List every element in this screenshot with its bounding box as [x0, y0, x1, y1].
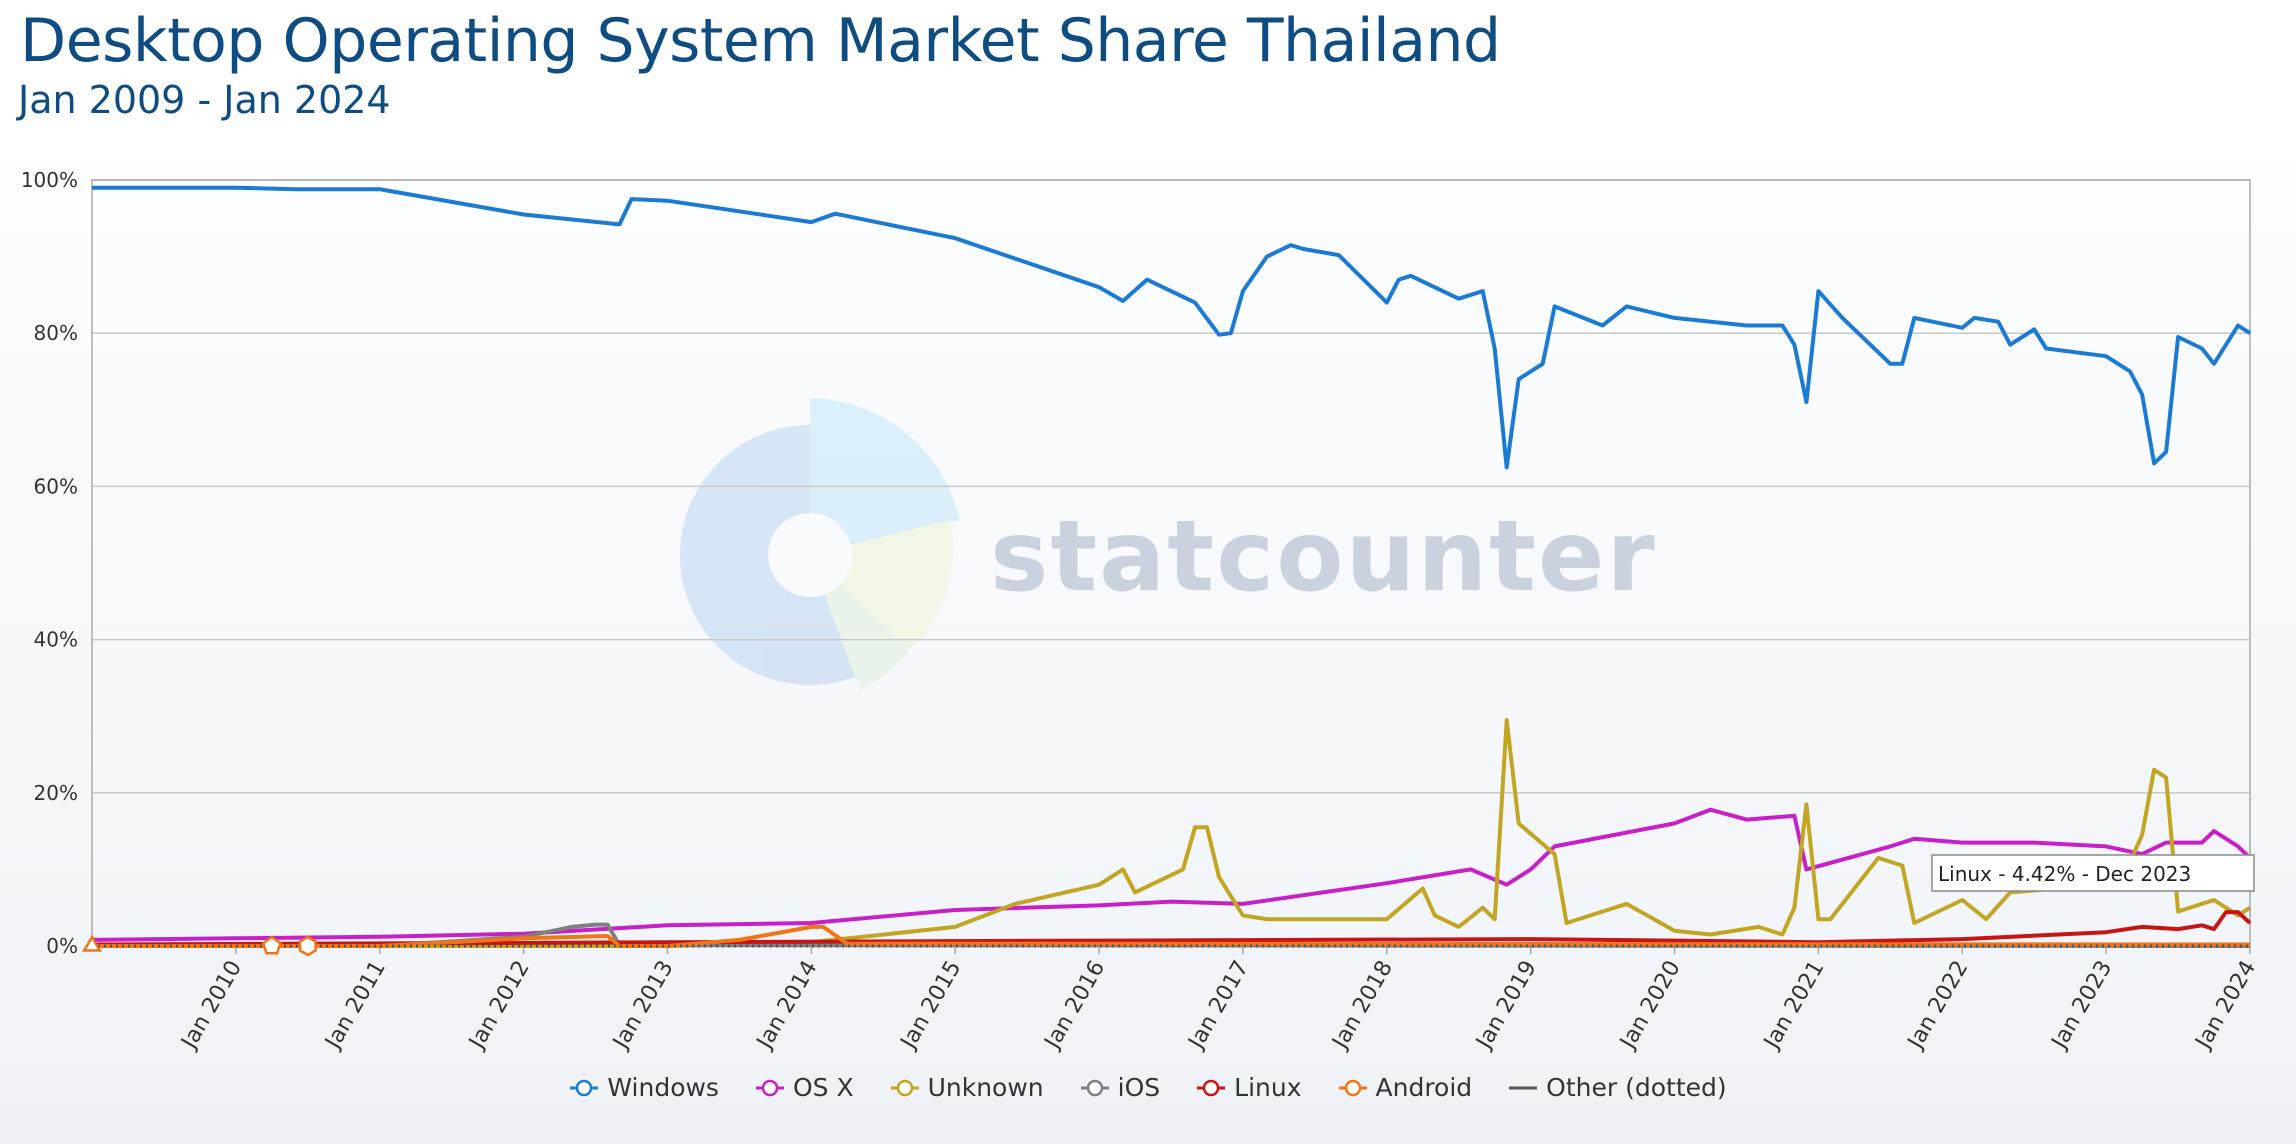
- x-tick-label: Jan 2019: [1471, 957, 1542, 1055]
- x-tick-label: Jan 2014: [751, 957, 822, 1055]
- x-tick-label: Jan 2023: [2046, 957, 2117, 1055]
- chart-legend: Windows OS X Unknown iOS Linux Android Other (…: [0, 1073, 2296, 1102]
- x-tick-label: Jan 2013: [608, 957, 679, 1055]
- x-axis-labels: Jan 2010 Jan 2011 Jan 2012 Jan 2013 Jan 2014…: [176, 946, 2261, 1055]
- watermark-text: statcounter: [990, 500, 1657, 614]
- legend-swatch-icon: [1338, 1079, 1367, 1096]
- page-title: Desktop Operating System Market Share Th…: [20, 6, 1501, 76]
- x-tick-label: Jan 2021: [1758, 957, 1829, 1055]
- x-tick-label: Jan 2017: [1183, 957, 1254, 1055]
- y-axis-labels: 0% 20% 40% 60% 80% 100%: [21, 168, 78, 958]
- legend-item-ios[interactable]: iOS: [1080, 1073, 1161, 1102]
- legend-label: Unknown: [927, 1073, 1044, 1102]
- legend-item-windows[interactable]: Windows: [569, 1073, 719, 1102]
- x-tick-label: Jan 2012: [464, 957, 535, 1055]
- statcounter-watermark: statcounter: [680, 398, 1657, 690]
- y-tick-label: 0%: [46, 934, 78, 958]
- y-tick-label: 40%: [34, 628, 78, 652]
- watermark-logo-hole: [768, 513, 852, 597]
- watermark-logo-segment-green: [810, 555, 910, 690]
- x-tick-label: Jan 2018: [1327, 957, 1398, 1055]
- chart-markers: [82, 934, 317, 957]
- legend-label: Android: [1375, 1073, 1473, 1102]
- tooltip-text: Linux - 4.42% - Dec 2023: [1938, 862, 2191, 886]
- legend-swatch-icon: [570, 1079, 599, 1096]
- watermark-logo-disc: [680, 425, 940, 685]
- x-tick-label: Jan 2020: [1615, 957, 1686, 1055]
- legend-label: iOS: [1117, 1073, 1161, 1102]
- y-tick-label: 60%: [34, 474, 78, 498]
- x-tick-label: Jan 2022: [1902, 956, 1973, 1054]
- legend-label: Linux: [1234, 1073, 1302, 1102]
- series-line-linux[interactable]: [91, 910, 2252, 947]
- legend-label: Windows: [607, 1073, 719, 1102]
- legend-item-android[interactable]: Android: [1338, 1073, 1473, 1102]
- watermark-logo-segment-cyan: [810, 398, 960, 555]
- x-tick-label: Jan 2016: [1039, 957, 1110, 1055]
- legend-label: Other (dotted): [1546, 1073, 1727, 1102]
- y-tick-label: 20%: [34, 781, 78, 805]
- y-tick-label: 100%: [21, 168, 78, 192]
- triangle-marker: [82, 934, 102, 952]
- legend-swatch-icon: [1197, 1079, 1226, 1096]
- legend-item-os-x[interactable]: OS X: [755, 1073, 854, 1102]
- legend-swatch-icon: [755, 1079, 784, 1096]
- page-subtitle: Jan 2009 - Jan 2024: [18, 78, 391, 122]
- tooltip-box: [1931, 854, 2255, 892]
- watermark-logo-segment-yellow: [810, 520, 954, 650]
- pentagon-marker: [261, 935, 282, 955]
- tooltip: Linux - 4.42% - Dec 2023: [1931, 854, 2255, 892]
- x-tick-label: Jan 2024: [2190, 957, 2261, 1055]
- legend-swatch-icon: [1509, 1086, 1538, 1089]
- legend-item-other-dotted-[interactable]: Other (dotted): [1508, 1073, 1727, 1102]
- legend-item-unknown[interactable]: Unknown: [890, 1073, 1044, 1102]
- legend-swatch-icon: [890, 1079, 919, 1096]
- series-line-unknown[interactable]: [92, 718, 2252, 948]
- series-line-android[interactable]: [92, 924, 2251, 948]
- legend-swatch-icon: [1080, 1079, 1109, 1096]
- x-tick-label: Jan 2010: [176, 957, 247, 1055]
- series-line-windows[interactable]: [92, 185, 2252, 470]
- legend-label: OS X: [792, 1073, 854, 1102]
- hexagon-marker: [298, 935, 317, 957]
- x-tick-label: Jan 2015: [895, 956, 966, 1054]
- series-line-os-x[interactable]: [91, 807, 2252, 942]
- x-tick-label: Jan 2011: [320, 957, 391, 1055]
- legend-item-linux[interactable]: Linux: [1196, 1073, 1302, 1102]
- y-tick-label: 80%: [34, 321, 78, 345]
